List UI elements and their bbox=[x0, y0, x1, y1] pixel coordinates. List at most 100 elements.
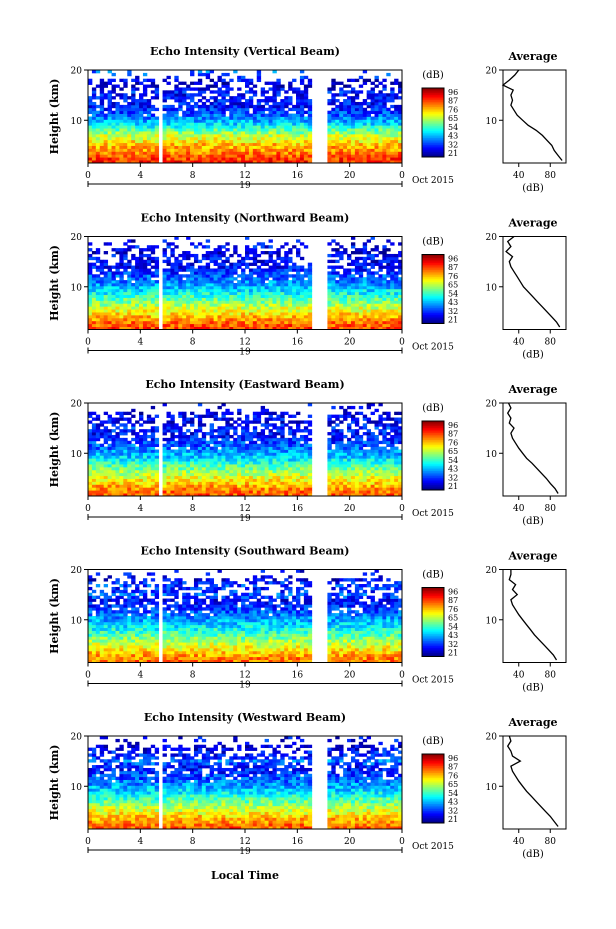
colorbar-tick-label: 76 bbox=[448, 105, 458, 114]
colorbar-segment bbox=[422, 644, 444, 647]
colorbar-segment bbox=[422, 110, 444, 113]
colorbar-segment bbox=[422, 146, 444, 149]
colorbar-segment bbox=[422, 651, 444, 654]
x-tick-label: 0 bbox=[399, 338, 405, 348]
colorbar-segment bbox=[422, 134, 444, 137]
average-y-tick-label: 20 bbox=[486, 733, 498, 743]
colorbar-segment bbox=[422, 285, 444, 288]
colorbar bbox=[422, 587, 444, 657]
colorbar-segment bbox=[422, 427, 444, 431]
colorbar-segment bbox=[422, 91, 444, 94]
colorbar-segment bbox=[422, 791, 444, 795]
colorbar-segment bbox=[422, 477, 444, 481]
colorbar-segment bbox=[422, 321, 444, 324]
colorbar-segment bbox=[422, 96, 444, 99]
colorbar-segment bbox=[422, 762, 444, 765]
colorbar-segment bbox=[422, 132, 444, 135]
colorbar-segment bbox=[422, 94, 444, 98]
colorbar-segment bbox=[422, 106, 444, 110]
month-label: Oct 2015 bbox=[412, 176, 454, 186]
colorbar-segment bbox=[422, 795, 444, 798]
panel-3: Echo Intensity (Southward Beam) 10 20 Heigh… bbox=[48, 545, 567, 694]
colorbar-segment bbox=[422, 804, 444, 807]
colorbar-tick-label: 43 bbox=[448, 631, 458, 640]
y-tick-label: 10 bbox=[71, 283, 83, 293]
y-tick-label: 10 bbox=[71, 117, 83, 127]
panel-title: Echo Intensity (Vertical Beam) bbox=[150, 45, 340, 58]
panel-1: Echo Intensity (Northward Beam) 10 20 Heigh… bbox=[48, 212, 567, 361]
x-tick-label: 16 bbox=[292, 837, 304, 847]
colorbar-segment bbox=[422, 136, 444, 139]
colorbar-segment bbox=[422, 781, 444, 784]
y-tick-label: 20 bbox=[71, 67, 83, 77]
colorbar-segment bbox=[422, 623, 444, 626]
colorbar bbox=[422, 421, 444, 491]
colorbar-segment bbox=[422, 257, 444, 261]
colorbar-segment bbox=[422, 620, 444, 623]
colorbar-segment bbox=[422, 271, 444, 274]
y-tick-label: 10 bbox=[71, 616, 83, 626]
colorbar-segment bbox=[422, 788, 444, 791]
colorbar-tick-label: 65 bbox=[448, 780, 458, 789]
colorbar-segment bbox=[422, 301, 444, 304]
colorbar-segment bbox=[422, 431, 444, 434]
average-y-tick-label: 10 bbox=[486, 450, 498, 460]
panel-title: Echo Intensity (Eastward Beam) bbox=[145, 378, 344, 391]
average-frame bbox=[502, 569, 567, 663]
colorbar-segment bbox=[422, 276, 444, 280]
x-tick-label: 12 bbox=[239, 837, 250, 847]
x-tick-label: 16 bbox=[292, 504, 304, 514]
colorbar-segment bbox=[422, 589, 444, 592]
colorbar-segment bbox=[422, 313, 444, 316]
average-y-tick-label: 20 bbox=[486, 67, 498, 77]
colorbar-segment bbox=[422, 821, 444, 824]
x-tick-label: 16 bbox=[292, 671, 304, 681]
colorbar-segment bbox=[422, 608, 444, 611]
colorbar-segment bbox=[422, 141, 444, 144]
colorbar-segment bbox=[422, 283, 444, 286]
colorbar-segment bbox=[422, 299, 444, 302]
colorbar-segment bbox=[422, 606, 444, 609]
x-tick-label: 20 bbox=[344, 504, 356, 514]
colorbar-segment bbox=[422, 254, 444, 257]
heatmap-cells bbox=[88, 403, 403, 497]
colorbar-tick-label: 54 bbox=[448, 123, 458, 132]
colorbar-segment bbox=[422, 642, 444, 645]
colorbar-segment bbox=[422, 316, 444, 319]
average-x-label: (dB) bbox=[522, 683, 544, 694]
colorbar-segment bbox=[422, 625, 444, 628]
colorbar-segment bbox=[422, 445, 444, 448]
colorbar-tick-label: 54 bbox=[448, 289, 458, 298]
average-x-tick-label: 40 bbox=[513, 671, 525, 681]
x-tick-label: 4 bbox=[137, 171, 143, 181]
colorbar-segment bbox=[422, 273, 444, 276]
colorbar-segment bbox=[422, 421, 444, 424]
colorbar-segment bbox=[422, 318, 444, 321]
colorbar-segment bbox=[422, 119, 444, 122]
day-label: 19 bbox=[239, 681, 251, 691]
colorbar-segment bbox=[422, 287, 444, 290]
day-label: 19 bbox=[239, 181, 251, 191]
y-axis-label: Height (km) bbox=[48, 245, 61, 321]
average-y-tick-label: 10 bbox=[486, 616, 498, 626]
colorbar-segment bbox=[422, 596, 444, 599]
colorbar-segment bbox=[422, 767, 444, 770]
colorbar bbox=[422, 254, 444, 324]
colorbar-segment bbox=[422, 438, 444, 441]
y-axis-label: Height (km) bbox=[48, 745, 61, 821]
colorbar-tick-label: 65 bbox=[448, 114, 458, 123]
colorbar-frame bbox=[421, 753, 445, 824]
colorbar-label: (dB) bbox=[422, 736, 444, 747]
colorbar-tick-label: 65 bbox=[448, 614, 458, 623]
average-title: Average bbox=[507, 550, 557, 563]
colorbar-segment bbox=[422, 649, 444, 652]
colorbar-segment bbox=[422, 108, 444, 111]
colorbar-segment bbox=[422, 798, 444, 801]
colorbar-segment bbox=[422, 778, 444, 781]
colorbar-segment bbox=[422, 809, 444, 812]
average-frame bbox=[502, 402, 567, 497]
colorbar-segment bbox=[422, 446, 444, 450]
colorbar-segment bbox=[422, 805, 444, 808]
colorbar-segment bbox=[422, 618, 444, 621]
